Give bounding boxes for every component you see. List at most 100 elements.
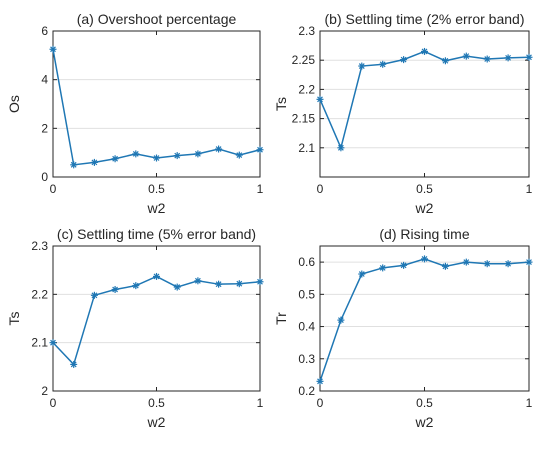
asterisk-marker-icon [379,61,386,68]
asterisk-marker-icon [112,286,118,293]
asterisk-marker-icon [195,150,201,157]
data-point [173,152,181,160]
asterisk-marker-icon [338,317,344,324]
subplot-title: (d) Rising time [379,226,469,242]
y-tick-label: 2.2 [298,82,315,96]
data-point [256,278,264,286]
data-point [358,62,366,70]
asterisk-marker-icon [505,54,511,61]
data-point [462,52,470,60]
data-point [337,316,345,324]
plot-border [319,245,530,392]
y-tick-label: 0 [41,170,48,184]
asterisk-marker-icon [70,361,77,368]
y-tick-label: 0.5 [298,287,315,301]
data-point [173,283,181,291]
asterisk-marker-icon [526,54,532,61]
asterisk-marker-icon [153,155,160,161]
asterisk-marker-icon [174,284,181,290]
plot-border [52,245,261,392]
asterisk-marker-icon [421,255,428,262]
asterisk-marker-icon [526,259,532,266]
y-tick-label: 0.2 [298,384,315,398]
data-point [421,255,428,263]
subplot-4: 0.2 0.3 0.4 0.5 0.6 0 0.5 1 (d) Rising time w2 Tr [273,226,533,430]
x-tick-label: 0 [50,182,57,196]
asterisk-marker-icon [338,144,344,151]
plot-border [52,30,261,178]
subplot-3: 2 2.1 2.2 2.3 0 0.5 1 (c) Settling time (5% err… [6,226,264,430]
data-point [358,270,366,278]
x-axis-label: w2 [147,414,166,430]
data-point [132,282,140,290]
subplot-title: (c) Settling time (5% error band) [57,226,256,242]
x-tick-label: 0.5 [148,396,165,410]
subplot-title: (a) Overshoot percentage [77,11,237,27]
asterisk-marker-icon [463,53,470,60]
asterisk-marker-icon [153,273,160,280]
plot-border [319,30,530,178]
data-point [49,339,57,347]
x-tick-label: 0 [50,396,57,410]
asterisk-marker-icon [215,281,222,288]
asterisk-marker-icon [484,56,491,62]
asterisk-marker-icon [174,152,181,159]
y-tick-label: 2.25 [292,53,316,67]
x-axis-label: w2 [147,200,166,216]
y-tick-label: 4 [41,73,48,87]
data-point [70,360,78,368]
asterisk-marker-icon [442,57,449,64]
asterisk-marker-icon [421,48,428,55]
data-point [235,280,243,288]
asterisk-marker-icon [70,161,77,168]
asterisk-marker-icon [317,96,323,103]
y-tick-label: 2.1 [31,336,48,350]
asterisk-marker-icon [112,155,118,162]
x-tick-label: 0.5 [416,396,433,410]
plot-area [52,30,261,178]
y-tick-label: 2.1 [298,141,315,155]
y-tick-label: 0.3 [298,352,315,366]
data-point [194,277,202,285]
data-point [215,145,223,153]
data-point [235,151,243,159]
asterisk-marker-icon [236,280,243,287]
y-axis-label: Tr [273,312,289,325]
subplot-1: 0 2 4 6 0 0.5 1 (a) Overshoot percentage w2 Os [6,11,264,216]
x-tick-label: 1 [257,182,264,196]
y-tick-label: 2 [41,384,48,398]
data-point [441,262,449,270]
data-point [525,258,533,266]
data-point [421,47,428,55]
y-axis-label: Ts [273,97,289,111]
plot-area [319,245,530,392]
data-point [316,95,324,103]
data-point [90,291,98,299]
data-point [111,286,119,293]
data-point [379,60,387,68]
data-point [70,161,78,169]
y-tick-label: 2.3 [31,239,48,253]
asterisk-marker-icon [257,278,263,285]
asterisk-marker-icon [236,152,243,158]
x-axis-label: w2 [415,414,434,430]
x-tick-label: 1 [257,396,264,410]
asterisk-marker-icon [358,271,365,277]
asterisk-marker-icon [91,292,98,299]
x-axis-label: w2 [415,200,434,216]
asterisk-marker-icon [215,146,222,152]
x-tick-label: 0.5 [148,182,165,196]
data-point [400,56,408,64]
asterisk-marker-icon [195,277,201,284]
asterisk-marker-icon [257,146,263,153]
data-point [462,258,470,266]
y-tick-label: 2.2 [31,287,48,301]
asterisk-marker-icon [400,56,407,63]
y-axis-label: Os [6,95,22,113]
data-point [256,146,264,154]
asterisk-marker-icon [442,263,449,270]
data-point [379,264,387,272]
asterisk-marker-icon [50,339,56,346]
data-point [153,272,160,280]
asterisk-marker-icon [132,282,139,289]
